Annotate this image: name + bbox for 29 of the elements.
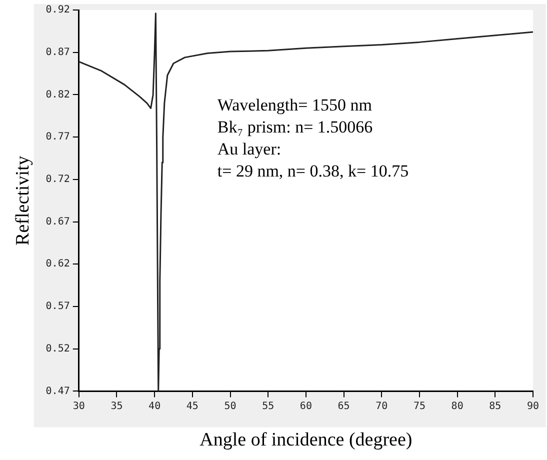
y-tick-label: 0.47 xyxy=(46,386,70,397)
x-tick-label: 50 xyxy=(224,400,236,412)
annotation: t= 29 nm, n= 0.38, k= 10.75 xyxy=(217,162,409,181)
annotation: Wavelength= 1550 nm xyxy=(217,96,372,115)
annotation: Au layer: xyxy=(217,140,282,159)
y-tick-label: 0.67 xyxy=(46,216,70,228)
x-tick-label: 70 xyxy=(376,400,388,412)
x-tick-label: 90 xyxy=(526,400,540,412)
x-tick-label: 45 xyxy=(186,400,198,412)
y-tick-label: 0.92 xyxy=(46,4,70,16)
annotation: Bk₇ prism: n= 1.50066 xyxy=(217,118,373,137)
x-tick-label: 65 xyxy=(338,400,350,412)
x-tick-label: 60 xyxy=(300,400,312,412)
x-tick-label: 75 xyxy=(413,400,426,412)
x-tick-label: 80 xyxy=(451,400,464,412)
y-tick-label: 0.82 xyxy=(46,89,70,100)
y-tick-label: 0.57 xyxy=(46,301,70,312)
y-axis-title: Reflectivity xyxy=(12,155,34,246)
y-tick-label: 0.77 xyxy=(46,132,70,143)
x-tick-label: 35 xyxy=(110,400,123,412)
x-tick-label: 55 xyxy=(262,400,274,412)
y-tick-label: 0.62 xyxy=(46,258,70,270)
y-tick-label: 0.52 xyxy=(46,343,70,354)
x-axis-title: Angle of incidence (degree) xyxy=(200,430,412,451)
x-tick-label: 30 xyxy=(72,400,85,412)
y-tick-label: 0.87 xyxy=(46,46,70,58)
y-tick-label: 0.72 xyxy=(46,174,70,186)
x-tick-label: 40 xyxy=(148,400,161,412)
x-tick-label: 85 xyxy=(489,400,502,412)
